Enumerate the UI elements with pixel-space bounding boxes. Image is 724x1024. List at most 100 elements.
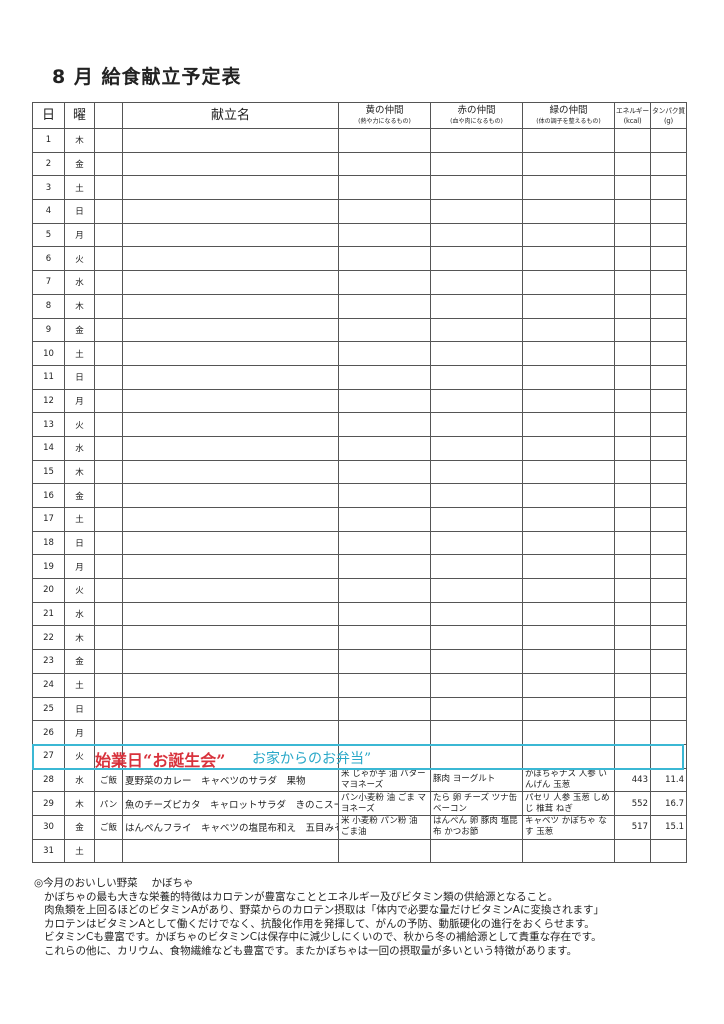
staple-cell	[94, 838, 123, 864]
day-cell: 16	[32, 483, 65, 508]
day-cell: 13	[32, 412, 65, 437]
green-cell	[522, 364, 615, 390]
day-cell: 1	[32, 128, 65, 153]
protein-cell	[650, 601, 687, 627]
weekday-cell: 火	[64, 743, 95, 769]
day-cell: 24	[32, 672, 65, 698]
staple-cell	[94, 435, 123, 461]
green-cell	[522, 459, 615, 485]
header-protein: タンパク質 (g)	[650, 102, 687, 129]
yellow-cell	[338, 317, 431, 343]
yellow-cell	[338, 175, 431, 201]
menu-cell: 魚のチーズピカタ キャロットサラダ きのこスープ	[122, 791, 339, 816]
notes-line: 肉魚類を上回るほどのビタミンAがあり、野菜からのカロテン摂取は「体内で必要な量だ…	[44, 904, 604, 917]
weekday-cell: 月	[64, 388, 95, 414]
green-cell	[522, 412, 615, 437]
red-cell	[430, 175, 523, 201]
green-cell	[522, 625, 615, 651]
yellow-cell	[338, 293, 431, 319]
day-cell: 8	[32, 293, 65, 319]
red-cell	[430, 720, 523, 745]
green-cell	[522, 578, 615, 603]
header-energy-unit: (kcal)	[623, 116, 642, 125]
staple-cell	[94, 649, 123, 674]
day-cell: 29	[32, 791, 65, 816]
green-cell	[522, 483, 615, 508]
green-cell	[522, 199, 615, 224]
notes-line: かぼちゃの最も大きな栄養的特徴はカロテンが豊富なこととエネルギー及びビタミン類の…	[44, 890, 559, 903]
yellow-cell	[338, 459, 431, 485]
day-cell: 30	[32, 814, 65, 840]
energy-cell	[614, 530, 651, 556]
menu-cell	[122, 341, 339, 366]
yellow-cell	[338, 696, 431, 722]
staple-cell	[94, 530, 123, 556]
energy-cell	[614, 696, 651, 722]
menu-cell	[122, 507, 339, 532]
staple-cell	[94, 483, 123, 508]
energy-cell	[614, 743, 651, 769]
day-cell: 28	[32, 767, 65, 793]
yellow-cell	[338, 601, 431, 627]
weekday-cell: 月	[64, 222, 95, 248]
red-cell	[430, 222, 523, 248]
red-cell	[430, 649, 523, 674]
red-cell	[430, 483, 523, 508]
protein-cell	[650, 199, 687, 224]
protein-cell: 11.4	[650, 767, 687, 793]
table-row: 12 月	[32, 388, 687, 414]
weekday-cell: 月	[64, 554, 95, 580]
day-cell: 2	[32, 151, 65, 177]
table-row: 10 土	[32, 341, 687, 366]
weekday-cell: 木	[64, 128, 95, 153]
red-cell	[430, 672, 523, 698]
header-energy: エネルギー (kcal)	[614, 102, 651, 129]
staple-cell	[94, 364, 123, 390]
table-row: 26 月	[32, 720, 687, 745]
staple-cell	[94, 578, 123, 603]
day-cell: 3	[32, 175, 65, 201]
protein-cell	[650, 696, 687, 722]
table-row: 30 金ご飯 はんぺんフライ キャベツの塩昆布和え 五目みそ汁米 小麦粉 パン粉 油…	[32, 814, 687, 840]
red-cell	[430, 412, 523, 437]
energy-cell	[614, 151, 651, 177]
staple-cell	[94, 222, 123, 248]
energy-cell	[614, 128, 651, 153]
menu-cell	[122, 388, 339, 414]
staple-cell	[94, 151, 123, 177]
energy-cell	[614, 459, 651, 485]
protein-cell	[650, 530, 687, 556]
yellow-cell	[338, 838, 431, 864]
table-row: 16 金	[32, 483, 687, 508]
green-cell: かぼちゃナス 人参 いんげん 玉葱	[522, 767, 615, 793]
notes-heading: ◎今月のおいしい野菜 かぼちゃ	[34, 877, 194, 889]
menu-cell	[122, 435, 339, 461]
protein-cell	[650, 838, 687, 864]
energy-cell	[614, 246, 651, 272]
green-cell	[522, 388, 615, 414]
weekday-cell: 水	[64, 601, 95, 627]
day-cell: 22	[32, 625, 65, 651]
red-cell	[430, 530, 523, 556]
red-cell	[430, 293, 523, 319]
header-green-label: 緑の仲間	[549, 104, 588, 116]
protein-cell: 16.7	[650, 791, 687, 816]
energy-cell	[614, 293, 651, 319]
protein-cell	[650, 435, 687, 461]
weekday-cell: 金	[64, 483, 95, 508]
staple-cell: パン	[94, 791, 123, 816]
energy-cell	[614, 507, 651, 532]
energy-cell: 443	[614, 767, 651, 793]
weekday-cell: 火	[64, 578, 95, 603]
menu-cell	[122, 246, 339, 272]
yellow-cell	[338, 222, 431, 248]
weekday-cell: 水	[64, 767, 95, 793]
green-cell	[522, 435, 615, 461]
energy-cell	[614, 578, 651, 603]
day-cell: 23	[32, 649, 65, 674]
green-cell: キャベツ かぼちゃ なす 玉葱	[522, 814, 615, 840]
